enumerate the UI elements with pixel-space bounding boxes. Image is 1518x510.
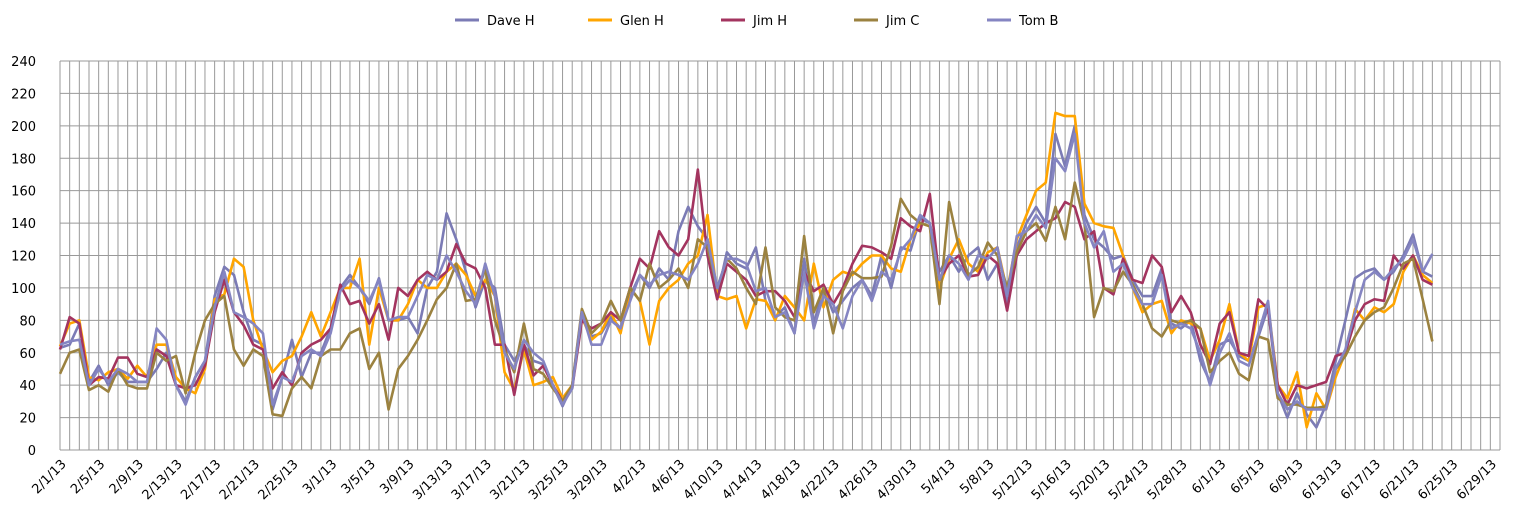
legend-label: Glen H	[620, 14, 664, 29]
x-tick-label: 6/21/13	[1377, 457, 1423, 503]
legend-item: Jim C	[854, 14, 919, 29]
x-tick-label: 2/21/13	[217, 457, 263, 503]
x-tick-label: 6/17/13	[1338, 457, 1384, 503]
x-tick-label: 2/1/13	[29, 457, 69, 497]
x-tick-label: 4/10/13	[681, 457, 727, 503]
x-tick-label: 2/5/13	[68, 457, 108, 497]
legend-item: Dave H	[455, 14, 535, 29]
x-tick-label: 6/1/13	[1189, 457, 1229, 497]
x-tick-label: 5/16/13	[1029, 457, 1075, 503]
x-tick-label: 3/17/13	[449, 457, 495, 503]
legend-label: Jim H	[752, 14, 787, 29]
y-tick-label: 80	[19, 314, 36, 329]
y-tick-label: 220	[11, 87, 36, 102]
x-tick-label: 2/17/13	[178, 457, 224, 503]
y-tick-label: 180	[11, 152, 36, 167]
legend-item: Jim H	[721, 14, 787, 29]
y-tick-label: 0	[28, 444, 36, 459]
y-tick-label: 200	[11, 120, 36, 135]
x-tick-label: 6/13/13	[1299, 457, 1345, 503]
x-tick-label: 5/20/13	[1067, 457, 1113, 503]
x-tick-label: 3/13/13	[410, 457, 456, 503]
data-line	[59, 132, 1434, 411]
legend-item: Tom B	[987, 14, 1058, 29]
x-tick-label: 6/5/13	[1228, 457, 1268, 497]
y-tick-label: 140	[11, 217, 36, 232]
x-tick-label: 4/26/13	[835, 457, 881, 503]
x-tick-label: 3/29/13	[565, 457, 611, 503]
legend-label: Dave H	[487, 14, 535, 29]
y-tick-label: 60	[19, 347, 36, 362]
x-tick-label: 4/2/13	[609, 457, 649, 497]
x-tick-label: 4/30/13	[874, 457, 920, 503]
legend-label: Jim C	[885, 14, 919, 29]
x-tick-label: 5/4/13	[919, 457, 959, 497]
x-tick-label: 2/13/13	[140, 457, 186, 503]
data-line	[58, 181, 1434, 418]
x-tick-label: 3/5/13	[339, 457, 379, 497]
y-tick-label: 240	[11, 55, 36, 70]
x-tick-label: 5/24/13	[1106, 457, 1152, 503]
x-tick-label: 3/25/13	[526, 457, 572, 503]
x-tick-label: 4/18/13	[758, 457, 804, 503]
x-tick-label: 5/12/13	[990, 457, 1036, 503]
y-tick-label: 20	[19, 412, 36, 427]
y-tick-label: 40	[19, 379, 36, 394]
x-tick-label: 4/14/13	[719, 457, 765, 503]
y-tick-label: 160	[11, 185, 36, 200]
x-tick-label: 6/29/13	[1454, 457, 1500, 503]
x-tick-label: 3/1/13	[300, 457, 340, 497]
x-tick-label: 2/25/13	[256, 457, 302, 503]
legend-item: Glen H	[588, 14, 664, 29]
x-tick-label: 6/25/13	[1415, 457, 1461, 503]
x-tick-label: 4/22/13	[797, 457, 843, 503]
x-tick-label: 5/28/13	[1145, 457, 1191, 503]
x-tick-label: 3/21/13	[487, 457, 533, 503]
legend-label: Tom B	[1018, 14, 1058, 29]
y-tick-label: 100	[11, 282, 36, 297]
y-tick-label: 120	[11, 250, 36, 265]
